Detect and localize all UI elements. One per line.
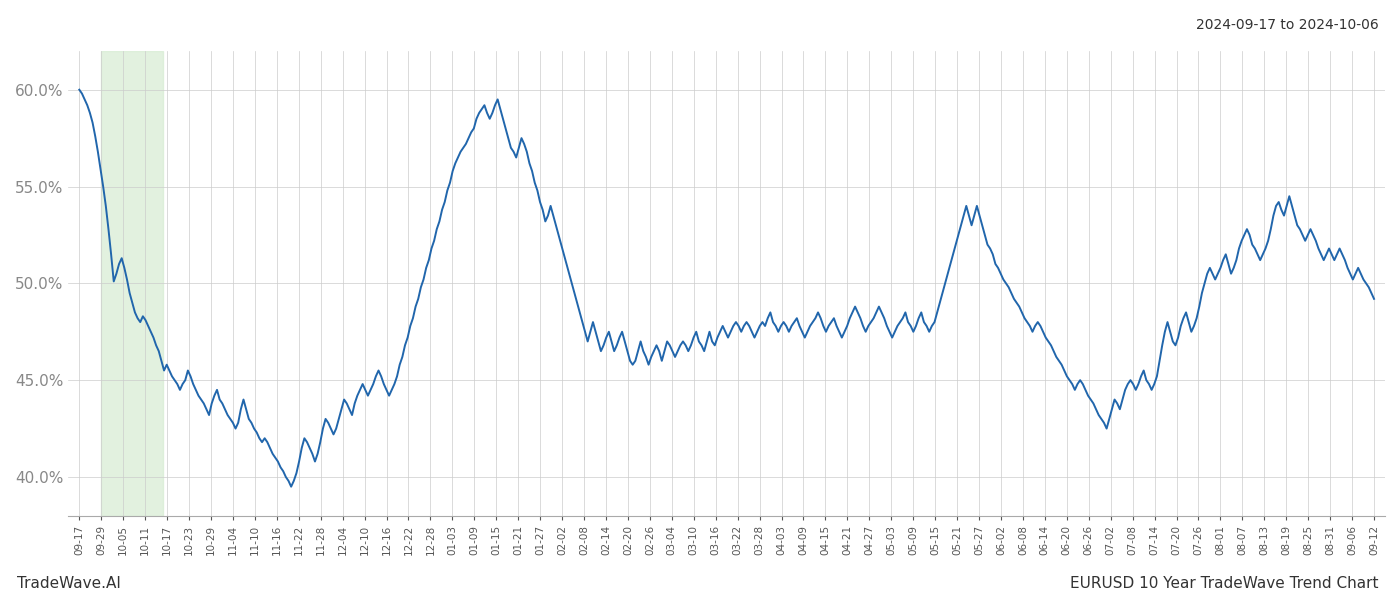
Bar [101, 51, 162, 516]
Text: 2024-09-17 to 2024-10-06: 2024-09-17 to 2024-10-06 [1196, 18, 1379, 32]
Text: TradeWave.AI: TradeWave.AI [17, 576, 120, 591]
Text: EURUSD 10 Year TradeWave Trend Chart: EURUSD 10 Year TradeWave Trend Chart [1071, 576, 1379, 591]
